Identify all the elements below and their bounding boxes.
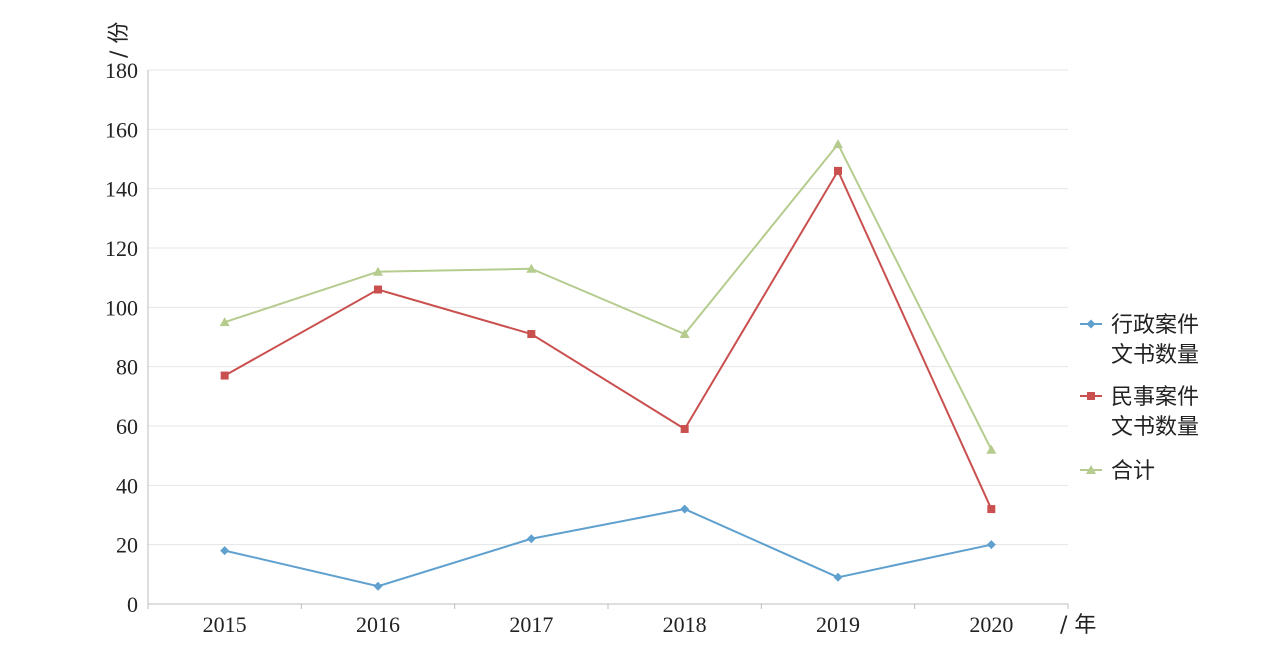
- data-point: [219, 317, 230, 327]
- data-point: [680, 424, 689, 433]
- y-axis-label: / 份: [107, 22, 132, 58]
- legend-marker: [1086, 465, 1096, 474]
- data-point: [373, 581, 383, 591]
- series-2: [220, 166, 996, 514]
- gridlines: [148, 69, 1068, 546]
- series-group: [219, 139, 997, 591]
- legend-label: 文书数量: [1111, 415, 1199, 440]
- axes: [147, 70, 1069, 609]
- data-point: [680, 504, 690, 514]
- series-1: [220, 504, 996, 591]
- legend-label: 行政案件: [1111, 313, 1199, 338]
- y-tick-label: 100: [105, 295, 138, 320]
- y-tick-label: 20: [116, 533, 138, 558]
- x-tick-label: 2017: [509, 612, 553, 637]
- x-tick-label: 2015: [203, 612, 247, 637]
- x-tick-label: 2019: [816, 612, 860, 637]
- y-tick-label: 180: [105, 58, 138, 83]
- series-line: [224, 168, 993, 510]
- series-line: [224, 508, 992, 588]
- data-point: [373, 266, 383, 276]
- y-tick-label: 60: [116, 414, 138, 439]
- data-point: [834, 166, 842, 175]
- data-point: [220, 546, 230, 556]
- series-3: [219, 139, 997, 454]
- data-point: [220, 371, 229, 380]
- x-tick-labels: 2015 2016 2017 2018 2019 2020: [203, 612, 1014, 637]
- y-tick-label: 120: [105, 236, 138, 261]
- data-point: [833, 139, 843, 149]
- data-point: [833, 572, 843, 582]
- x-axis-label: / 年: [1060, 613, 1096, 638]
- data-point: [987, 505, 996, 514]
- x-tick-label: 2018: [663, 612, 707, 637]
- series-line: [224, 142, 993, 451]
- legend-marker: [1087, 392, 1095, 400]
- y-tick-label: 160: [105, 117, 138, 142]
- y-tick-label: 0: [127, 592, 138, 617]
- x-tick-label: 2016: [356, 612, 400, 637]
- data-point: [527, 330, 536, 339]
- y-tick-labels: 0 20 40 60 80 100 120 140 160 180: [105, 58, 138, 617]
- legend-item-3: 合计: [1080, 459, 1155, 484]
- y-tick-label: 80: [116, 355, 138, 380]
- data-point: [526, 534, 536, 544]
- data-point: [986, 540, 996, 550]
- legend-marker: [1086, 319, 1096, 329]
- y-tick-label: 140: [105, 177, 138, 202]
- data-point: [526, 263, 537, 273]
- y-tick-label: 40: [116, 473, 138, 498]
- data-point: [679, 329, 690, 339]
- legend-label: 文书数量: [1111, 343, 1199, 368]
- data-point: [986, 444, 997, 454]
- legend-label: 民事案件: [1111, 385, 1199, 410]
- legend-label: 合计: [1111, 459, 1155, 484]
- data-point: [374, 285, 382, 294]
- x-tick-label: 2020: [969, 612, 1013, 637]
